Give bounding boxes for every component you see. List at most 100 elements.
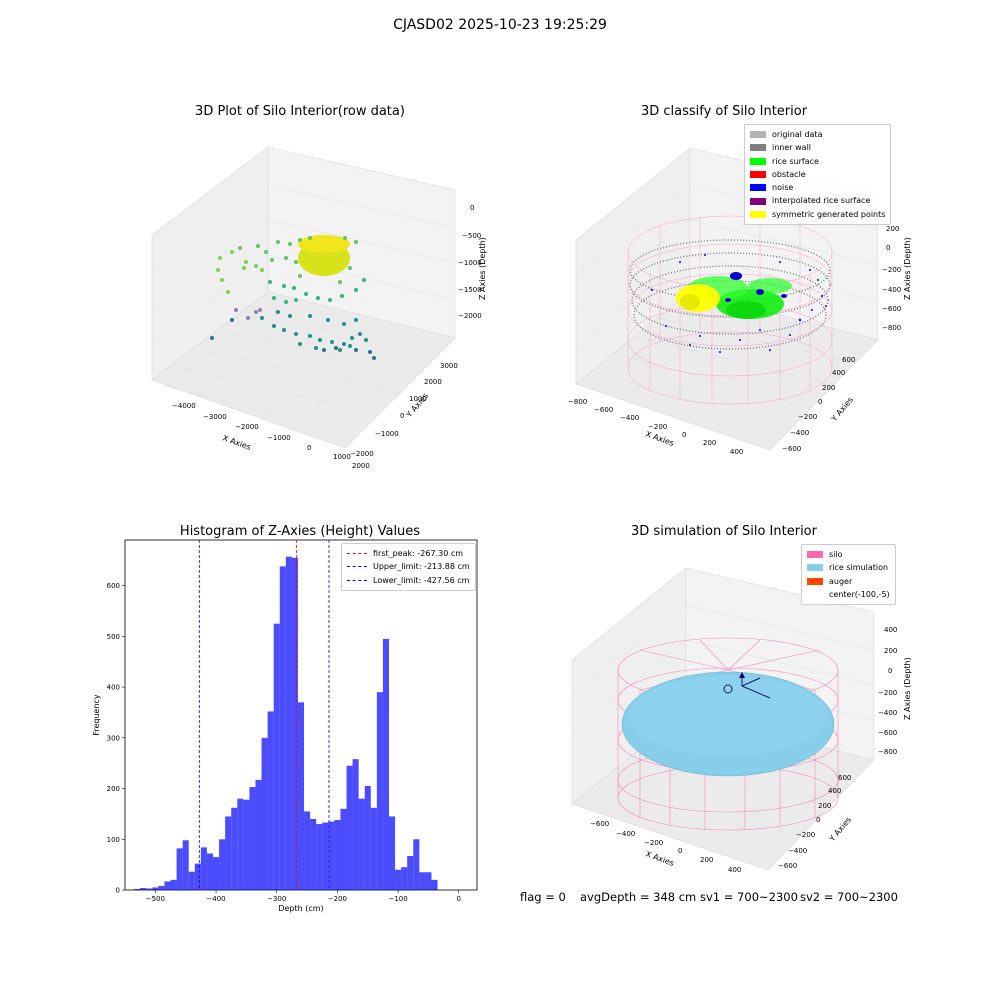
simulation-y-ticks: −600 −400 −2000 200 400 600 xyxy=(778,774,851,870)
histogram-bar xyxy=(267,711,274,890)
histogram-bar xyxy=(304,811,311,890)
classify-legend-label: symmetric generated points xyxy=(772,209,886,219)
svg-text:−3000: −3000 xyxy=(203,413,227,421)
classify-z-label: Z Axies (Depth) xyxy=(903,237,912,300)
svg-text:−200: −200 xyxy=(648,423,667,431)
svg-text:−800: −800 xyxy=(882,324,901,332)
svg-text:−200: −200 xyxy=(644,839,663,847)
histogram-bar xyxy=(364,786,371,890)
classify-symmetric-points xyxy=(676,284,720,312)
histogram-legend-label: Lower_limit: -427.56 cm xyxy=(373,575,470,585)
svg-text:−200: −200 xyxy=(882,266,901,274)
svg-text:−4000: −4000 xyxy=(172,402,196,410)
histogram-bar xyxy=(334,820,341,890)
classify-inner-wall xyxy=(629,239,831,350)
histogram-y-tick-label: 300 xyxy=(107,734,120,742)
svg-text:0: 0 xyxy=(470,204,474,212)
svg-text:−600: −600 xyxy=(594,406,613,414)
svg-text:1000: 1000 xyxy=(409,395,427,403)
classify-legend-label: original data xyxy=(772,130,823,139)
histogram-bar xyxy=(340,808,347,890)
histogram-legend-line xyxy=(347,553,367,555)
classify-legend-label: interpolated rice surface xyxy=(772,196,871,206)
svg-text:400: 400 xyxy=(832,369,845,377)
simulation-rice-surface xyxy=(621,671,835,777)
histogram-x-tick-label: −400 xyxy=(206,895,225,903)
simulation-x-ticks: −600 −400 −200 0 200 400 xyxy=(590,820,741,874)
simulation-legend-item: silo xyxy=(807,548,890,561)
svg-text:−600: −600 xyxy=(878,729,897,737)
histogram-bar xyxy=(243,799,250,890)
histogram-bar xyxy=(352,759,359,890)
histogram-bar xyxy=(370,807,377,890)
histogram-legend: first_peak: -267.30 cm Upper_limit: -213.… xyxy=(341,543,476,591)
svg-text:600: 600 xyxy=(842,356,855,364)
svg-text:2000: 2000 xyxy=(352,462,370,470)
classify-legend: original data inner wall rice surface obsta… xyxy=(744,124,892,226)
histogram-bar xyxy=(200,847,207,890)
simulation-legend: silo rice simulation auger center(-100,-5) xyxy=(801,544,896,606)
svg-text:200: 200 xyxy=(818,802,831,810)
classify-legend-item: symmetric generated points xyxy=(750,208,885,221)
status-sv2: sv2 = 700~2300 xyxy=(800,890,898,904)
classify-noise xyxy=(651,254,827,353)
histogram-bar xyxy=(413,839,420,890)
classify-legend-label: noise xyxy=(772,183,794,193)
simulation-legend-swatch xyxy=(807,564,823,572)
histogram-x-tick-label: −200 xyxy=(328,895,347,903)
simulation-z-label: Z Axies (Depth) xyxy=(903,657,912,720)
simulation-y-label: Y Axies xyxy=(827,815,853,844)
histogram-bar xyxy=(279,566,286,890)
simulation-legend-label: rice simulation xyxy=(829,563,889,573)
histogram-x-tick-label: −500 xyxy=(146,895,165,903)
histogram-bar xyxy=(140,887,147,890)
histogram-bars xyxy=(134,556,438,890)
svg-text:−400: −400 xyxy=(790,429,809,437)
histogram-bar xyxy=(261,737,268,890)
raw-x-ticks: −4000 −3000 −2000 −1000 0 1000 2000 xyxy=(172,402,370,470)
simulation-z-ticks: −800 −600 −400 −200 0 200 400 xyxy=(878,626,897,756)
svg-text:−800: −800 xyxy=(878,748,897,756)
svg-text:−1500: −1500 xyxy=(458,286,482,294)
classify-z-ticks: −800 −600 −400 −200 0 200 xyxy=(882,225,901,332)
histogram-bar xyxy=(158,885,165,890)
simulation-legend-label: center(-100,-5) xyxy=(829,589,890,599)
svg-text:400: 400 xyxy=(728,866,741,874)
raw-y-ticks: −2000 −1000 0 1000 2000 3000 xyxy=(350,362,458,458)
simulation-x-label: X Axies xyxy=(644,849,675,868)
histogram-bar xyxy=(407,856,414,890)
status-sv1: sv1 = 700~2300 xyxy=(700,890,798,904)
svg-text:400: 400 xyxy=(828,787,841,795)
svg-text:−600: −600 xyxy=(778,862,797,870)
svg-text:−2000: −2000 xyxy=(350,450,374,458)
histogram-y-tick-label: 600 xyxy=(107,582,120,590)
raw-3d-points xyxy=(210,235,376,360)
svg-text:600: 600 xyxy=(838,774,851,782)
histogram-x-ticks: −500 −400 −300 −200 −100 0 xyxy=(146,890,461,903)
svg-text:0: 0 xyxy=(682,431,686,439)
histogram-bar xyxy=(194,863,201,890)
svg-text:−400: −400 xyxy=(616,830,635,838)
classify-legend-swatch xyxy=(750,171,766,179)
simulation-legend-item: center(-100,-5) xyxy=(807,588,890,601)
histogram-bar xyxy=(401,867,408,890)
histogram-bar xyxy=(164,881,171,890)
histogram-bar xyxy=(176,848,183,890)
svg-text:200: 200 xyxy=(822,384,835,392)
svg-text:−400: −400 xyxy=(788,847,807,855)
svg-text:−500: −500 xyxy=(462,232,481,240)
classify-legend-item: original data xyxy=(750,128,885,141)
histogram-bar xyxy=(225,816,232,890)
classify-legend-swatch xyxy=(750,210,766,218)
histogram-bar xyxy=(376,692,383,890)
classify-legend-label: obstacle xyxy=(772,169,806,179)
classify-legend-swatch xyxy=(750,144,766,152)
histogram-x-label: Depth (cm) xyxy=(278,904,323,913)
raw-plot-title: 3D Plot of Silo Interior(row data) xyxy=(195,104,405,119)
raw-3d-panes xyxy=(151,146,456,449)
histogram-bar xyxy=(419,872,426,890)
classify-legend-swatch xyxy=(750,184,766,192)
simulation-legend-swatch xyxy=(807,577,823,585)
histogram-legend-line xyxy=(347,579,367,581)
histogram-y-tick-label: 0 xyxy=(116,887,120,895)
